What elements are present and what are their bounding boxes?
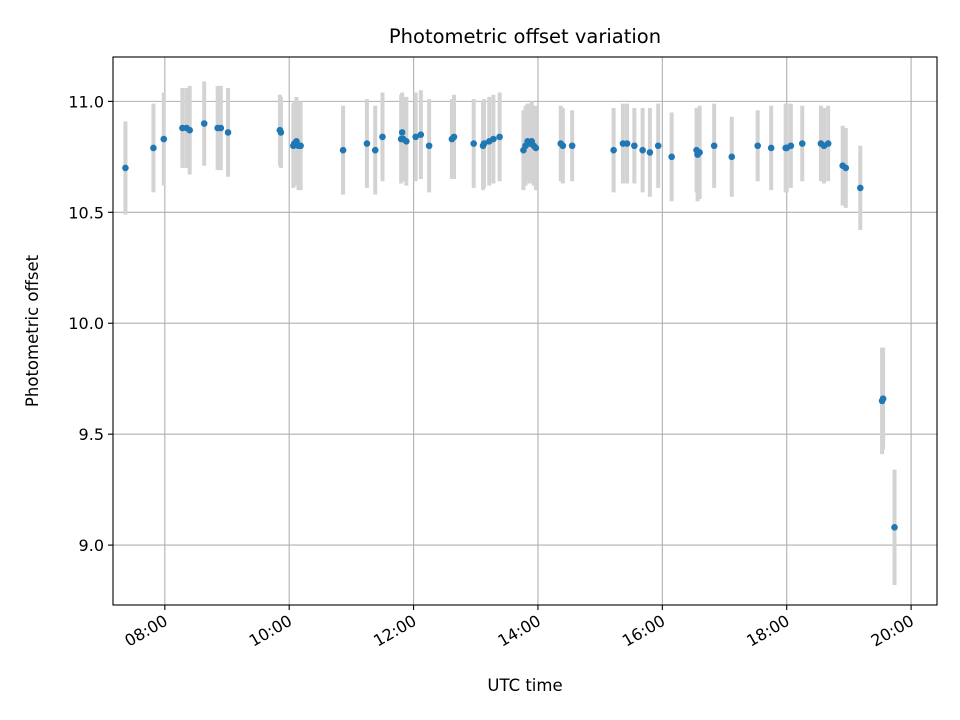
data-point bbox=[654, 142, 662, 150]
data-point bbox=[824, 140, 832, 147]
data-point bbox=[532, 144, 540, 152]
data-point bbox=[297, 142, 304, 150]
data-point bbox=[490, 135, 497, 143]
data-point bbox=[857, 184, 864, 192]
data-point bbox=[470, 140, 477, 147]
data-point bbox=[610, 146, 617, 154]
data-point bbox=[767, 144, 775, 152]
data-point bbox=[371, 146, 379, 154]
data-point bbox=[496, 133, 503, 141]
x-axis-label: UTC time bbox=[487, 676, 562, 695]
data-point bbox=[568, 142, 576, 150]
data-point bbox=[122, 164, 129, 172]
data-point bbox=[403, 138, 410, 145]
data-point bbox=[160, 135, 168, 143]
chart-title: Photometric offset variation bbox=[389, 25, 661, 48]
data-point bbox=[412, 133, 419, 141]
data-point bbox=[425, 142, 433, 150]
y-tick-label: 9.5 bbox=[79, 425, 104, 444]
data-points bbox=[122, 120, 898, 531]
data-point bbox=[754, 142, 761, 150]
data-point bbox=[646, 149, 654, 156]
data-point bbox=[559, 142, 567, 150]
data-point bbox=[696, 149, 703, 156]
data-point bbox=[450, 133, 458, 141]
data-point bbox=[842, 164, 850, 172]
data-point bbox=[639, 146, 646, 154]
data-point bbox=[728, 153, 736, 161]
data-point bbox=[339, 146, 347, 154]
y-tick-label: 10.0 bbox=[68, 314, 104, 333]
data-point bbox=[891, 524, 898, 531]
y-tick-label: 11.0 bbox=[68, 92, 104, 111]
data-point bbox=[480, 140, 488, 147]
data-point bbox=[186, 126, 193, 134]
data-point bbox=[798, 140, 806, 147]
y-tick-label: 9.0 bbox=[79, 536, 104, 555]
data-point bbox=[631, 142, 638, 150]
data-point bbox=[398, 129, 406, 136]
data-point bbox=[879, 395, 887, 402]
data-point bbox=[224, 129, 232, 136]
plot-frame bbox=[112, 56, 938, 606]
data-point bbox=[417, 131, 425, 138]
data-point bbox=[710, 142, 718, 150]
data-point bbox=[623, 140, 631, 147]
data-point bbox=[668, 153, 675, 161]
data-point bbox=[217, 124, 225, 132]
data-point bbox=[363, 140, 371, 147]
y-tick-label: 10.5 bbox=[68, 203, 104, 222]
data-point bbox=[787, 142, 795, 150]
data-point bbox=[277, 129, 285, 136]
data-point bbox=[379, 133, 386, 141]
data-point bbox=[200, 120, 208, 127]
y-axis-label: Photometric offset bbox=[23, 254, 42, 407]
data-point bbox=[150, 144, 157, 152]
